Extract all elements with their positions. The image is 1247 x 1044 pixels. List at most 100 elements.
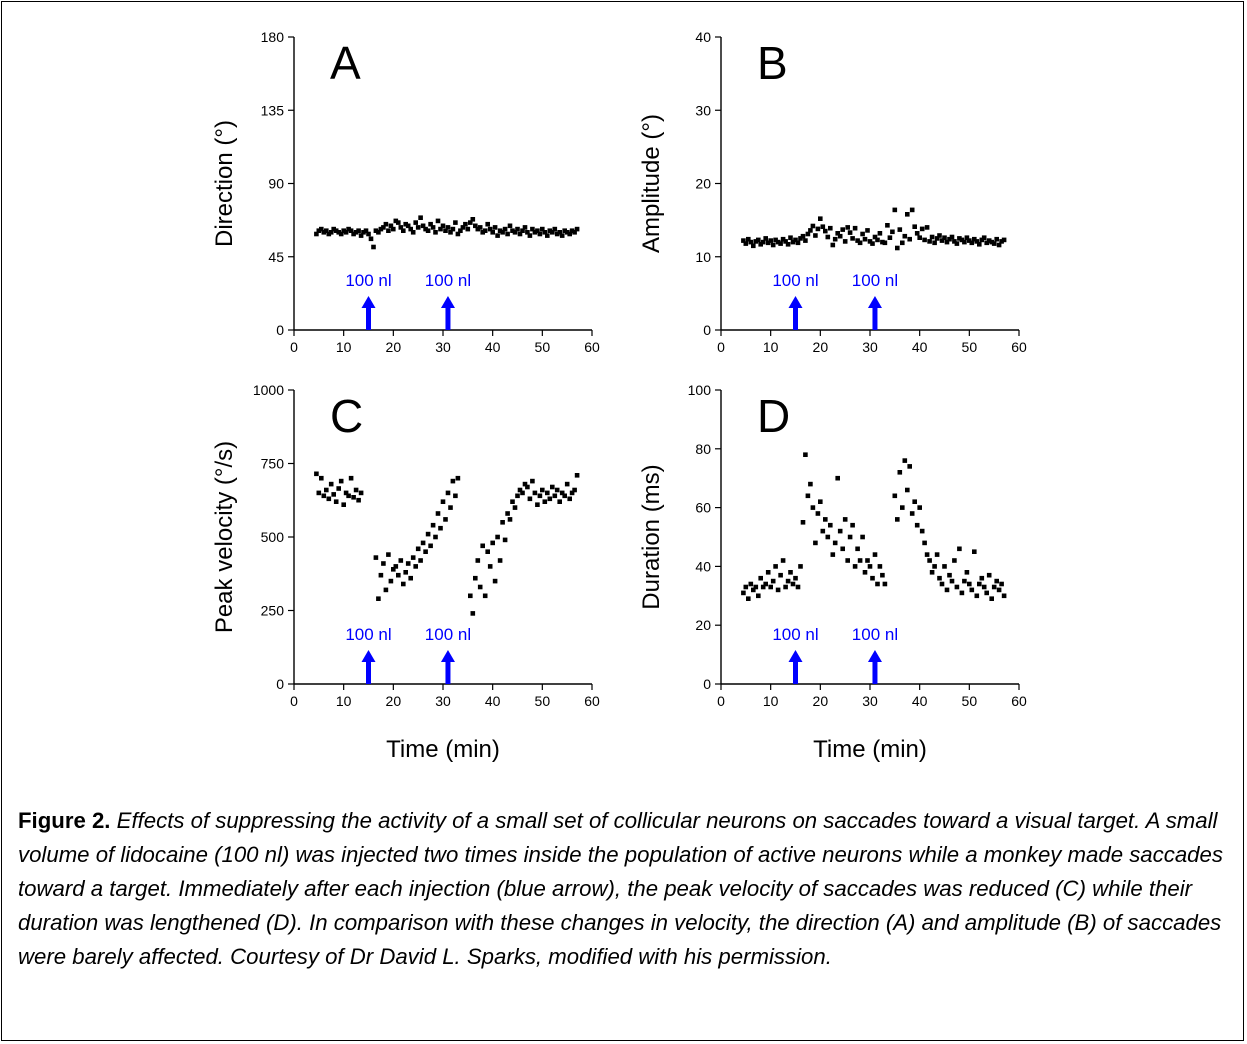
data-point [418, 215, 423, 220]
data-point [785, 578, 791, 584]
data-point [505, 231, 510, 237]
data-point [453, 493, 458, 499]
x-tick-label: 20 [813, 339, 829, 355]
data-point [934, 236, 940, 241]
data-point [820, 528, 826, 534]
data-point [443, 517, 448, 522]
data-point [828, 522, 833, 528]
data-point [882, 581, 888, 587]
data-point [949, 234, 955, 240]
y-tick-label: 135 [261, 102, 285, 118]
data-point [554, 487, 560, 493]
figure-caption: Figure 2. Effects of suppressing the act… [18, 804, 1233, 974]
data-point [376, 230, 381, 235]
data-point [994, 236, 999, 242]
data-point [753, 239, 759, 244]
data-point [391, 567, 396, 572]
data-point [507, 517, 513, 522]
data-point [507, 223, 513, 229]
data-point [554, 231, 560, 237]
data-point [877, 231, 883, 236]
data-point [443, 228, 448, 233]
data-point [502, 537, 508, 543]
data-point [823, 228, 828, 234]
data-point [909, 207, 915, 213]
data-point [741, 238, 746, 243]
caption-label: Figure 2. [18, 808, 111, 833]
series-points [741, 452, 1007, 601]
injection-arrowhead [788, 296, 803, 308]
data-point [768, 238, 773, 243]
data-point [954, 241, 960, 246]
data-point [428, 221, 433, 227]
data-point [338, 231, 344, 237]
y-tick-label: 500 [261, 529, 285, 545]
data-point [775, 239, 781, 245]
data-point [986, 572, 992, 578]
data-point [751, 243, 756, 249]
data-point [999, 239, 1004, 244]
data-point [892, 207, 898, 213]
data-point [870, 575, 875, 581]
data-point [316, 490, 322, 496]
data-point [850, 236, 855, 241]
data-point [398, 225, 404, 230]
data-point [487, 564, 493, 569]
y-tick-label: 20 [695, 617, 711, 633]
x-tick-label: 30 [862, 693, 878, 709]
data-point [314, 231, 319, 237]
data-point [770, 242, 776, 248]
data-point [793, 575, 798, 581]
data-point [902, 458, 908, 463]
data-point [919, 226, 925, 232]
y-tick-label: 100 [688, 382, 712, 398]
data-point [847, 230, 853, 235]
data-point [760, 584, 766, 590]
data-point [500, 520, 505, 525]
data-point [401, 228, 406, 233]
data-point [972, 549, 977, 554]
data-point [748, 239, 754, 245]
panel-letter: C [330, 390, 363, 442]
data-point [835, 231, 840, 236]
data-point [381, 225, 386, 230]
x-tick-label: 60 [584, 339, 600, 355]
data-point [929, 234, 935, 240]
data-point [410, 230, 416, 235]
data-point [785, 242, 791, 247]
data-point [562, 228, 567, 233]
data-point [959, 590, 965, 596]
data-point [455, 475, 461, 481]
data-point [348, 475, 354, 481]
data-point [331, 492, 336, 497]
data-point [435, 511, 441, 516]
data-point [545, 233, 550, 238]
data-point [425, 531, 431, 537]
data-point [453, 220, 458, 225]
x-tick-label: 20 [386, 693, 402, 709]
data-point [885, 223, 890, 228]
data-point [875, 581, 880, 587]
data-point [914, 231, 920, 236]
data-point [959, 237, 965, 243]
data-point [480, 543, 485, 549]
data-point [952, 558, 957, 563]
panel-b: 0 10 20 30 40 0 10 20 30 40 50 60 B Amplitude (°) 100 … [638, 29, 1027, 355]
data-point [361, 230, 366, 235]
x-tick-label: 50 [535, 339, 551, 355]
x-tick-label: 30 [862, 339, 878, 355]
data-point [500, 230, 505, 235]
data-point [520, 228, 525, 233]
data-point [947, 236, 952, 242]
data-point [525, 484, 530, 490]
data-point [922, 540, 927, 546]
data-point [520, 490, 525, 496]
injection-label: 100 nl [852, 625, 898, 644]
x-tick-label: 40 [485, 339, 501, 355]
data-point [741, 590, 746, 596]
data-point [423, 549, 428, 554]
data-point [855, 238, 860, 243]
data-point [376, 596, 381, 601]
data-point [813, 540, 818, 546]
